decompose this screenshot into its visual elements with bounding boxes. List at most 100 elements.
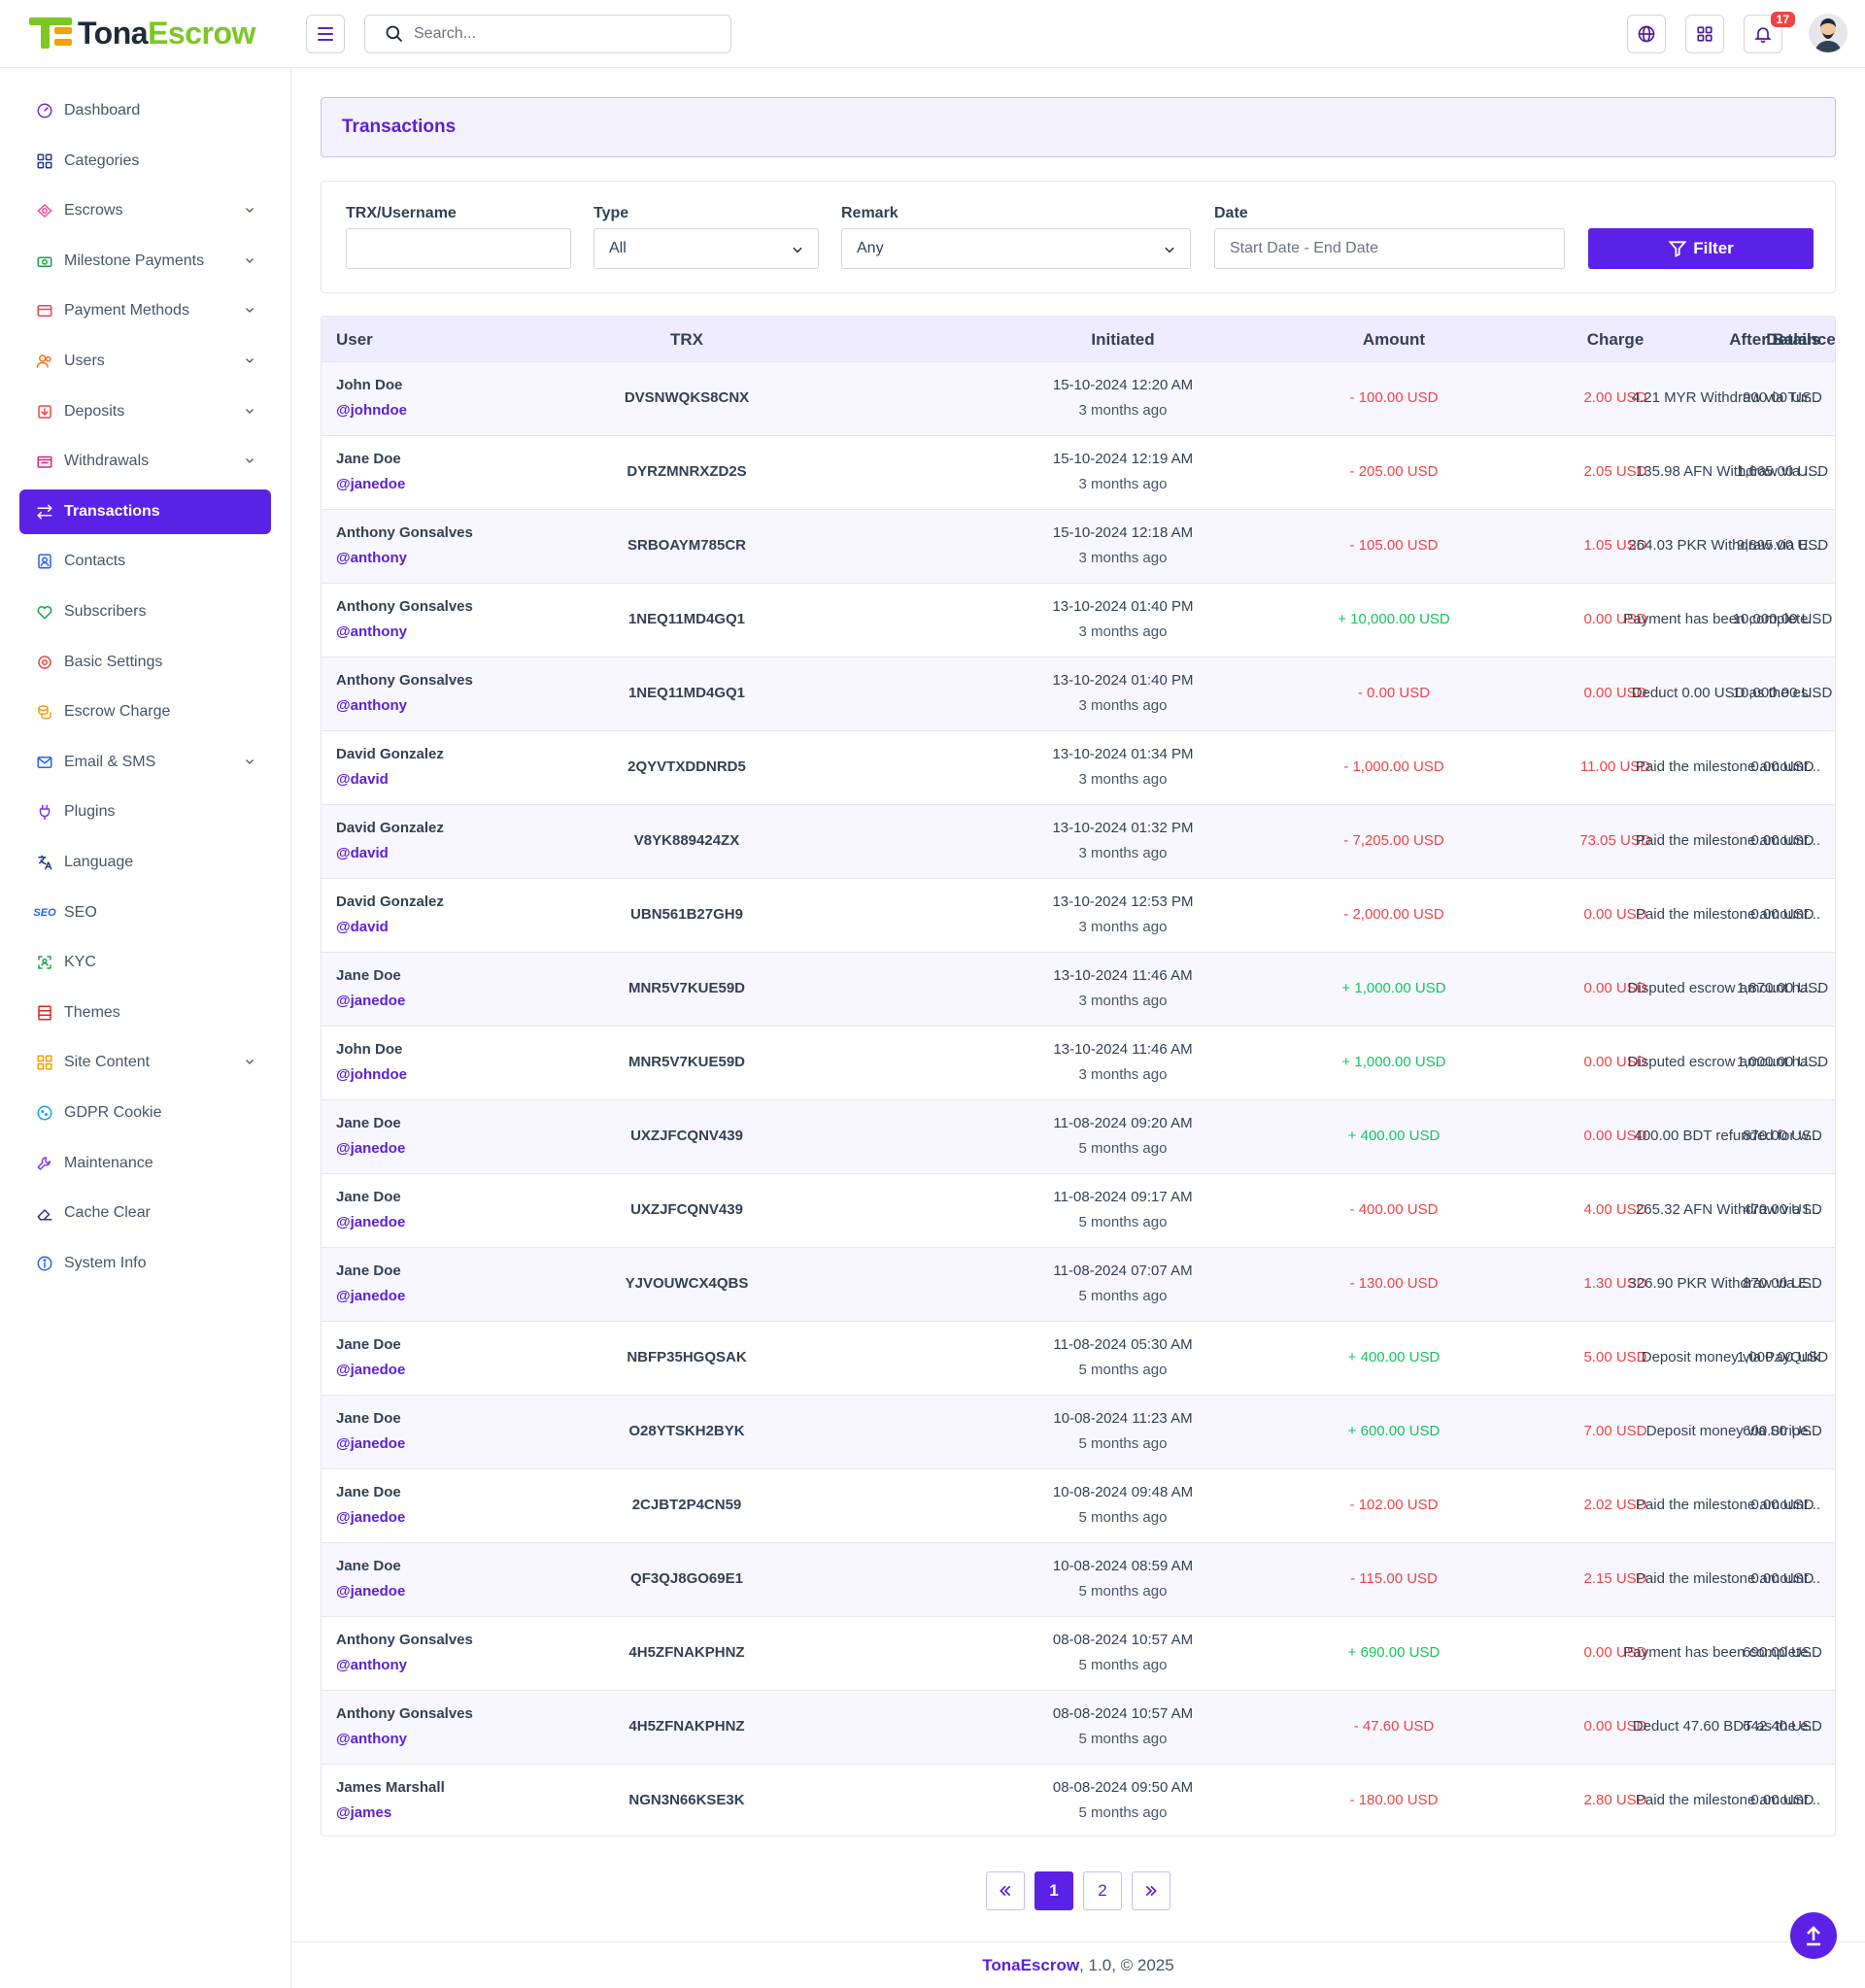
user-handle-link[interactable]: @janedoe — [336, 1509, 406, 1526]
user-handle-link[interactable]: @anthony — [336, 623, 407, 640]
th-trx: TRX — [670, 330, 703, 349]
user-handle-link[interactable]: @david — [336, 845, 389, 861]
brand-name: TonaEscrow — [78, 16, 255, 51]
user-handle-link[interactable]: @janedoe — [336, 1435, 406, 1452]
charge: 0.00 USD — [1583, 1128, 1647, 1144]
user-handle-link[interactable]: @janedoe — [336, 993, 406, 1009]
pagination-page-1[interactable]: 1 — [1034, 1871, 1073, 1910]
themes-icon — [35, 1003, 54, 1023]
user-handle-link[interactable]: @james — [336, 1804, 392, 1821]
sidebar-item-subscribers[interactable]: Subscribers — [19, 590, 271, 634]
sidebar-item-label: Categories — [64, 152, 140, 169]
sidebar-item-deposits[interactable]: Deposits — [19, 389, 271, 434]
notification-badge: 17 — [1770, 12, 1795, 27]
globe-icon — [1638, 25, 1655, 43]
footer-version-text: , 1.0, © 2025 — [1079, 1955, 1174, 1974]
user-handle-link[interactable]: @david — [336, 919, 389, 935]
sidebar-item-categories[interactable]: Categories — [19, 139, 271, 184]
sidebar-item-maintenance[interactable]: Maintenance — [19, 1141, 271, 1186]
pagination-prev-button[interactable] — [986, 1871, 1025, 1910]
charge: 2.80 USD — [1583, 1792, 1647, 1808]
sidebar-item-kyc[interactable]: KYC — [19, 940, 271, 985]
details: 4.21 MYR Withdraw via Tur... — [1631, 389, 1820, 406]
user-handle-link[interactable]: @anthony — [336, 1731, 407, 1747]
trx-filter-input[interactable] — [346, 228, 571, 269]
sidebar-item-milestone-payments[interactable]: Milestone Payments — [19, 239, 271, 284]
apps-button[interactable] — [1685, 15, 1724, 53]
sidebar-item-themes[interactable]: Themes — [19, 991, 271, 1035]
initiated-date: 13-10-2024 01:34 PM — [1052, 746, 1194, 762]
user-name: Jane Doe — [336, 1484, 401, 1500]
scroll-to-top-button[interactable] — [1790, 1912, 1837, 1959]
after-balance: 0.00 USD — [1750, 832, 1814, 849]
chevron-down-icon — [246, 208, 254, 214]
user-name: Anthony Gonsalves — [336, 672, 473, 689]
sidebar-item-contacts[interactable]: Contacts — [19, 539, 271, 584]
user-handle-link[interactable]: @anthony — [336, 1657, 407, 1673]
user-avatar[interactable] — [1809, 14, 1848, 52]
user-name: Jane Doe — [336, 967, 401, 984]
language-button[interactable] — [1627, 15, 1666, 53]
sidebar-item-withdrawals[interactable]: Withdrawals — [19, 439, 271, 484]
sidebar-item-escrows[interactable]: Escrows — [19, 188, 271, 233]
sidebar-item-email-sms[interactable]: Email & SMS — [19, 740, 271, 785]
sidebar-item-label: Contacts — [64, 553, 126, 570]
info-icon — [35, 1254, 54, 1273]
user-handle-link[interactable]: @janedoe — [336, 1288, 406, 1304]
sidebar-item-transactions[interactable]: Transactions — [19, 489, 271, 534]
details: Disputed escrow amount ha... — [1627, 980, 1820, 996]
sidebar-item-plugins[interactable]: Plugins — [19, 790, 271, 834]
trx-id: NGN3N66KSE3K — [628, 1792, 745, 1808]
user-handle-link[interactable]: @johndoe — [336, 1066, 407, 1083]
sidebar-item-escrow-charge[interactable]: Escrow Charge — [19, 690, 271, 734]
details: Payment has been complete... — [1623, 1644, 1820, 1661]
trx-id: O28YTSKH2BYK — [628, 1423, 745, 1439]
sidebar-item-language[interactable]: Language — [19, 840, 271, 885]
sidebar-item-label: Maintenance — [64, 1154, 153, 1171]
filter-button[interactable]: Filter — [1588, 228, 1814, 269]
sidebar-item-cache-clear[interactable]: Cache Clear — [19, 1191, 271, 1235]
user-handle-link[interactable]: @johndoe — [336, 402, 407, 419]
pagination-page-2[interactable]: 2 — [1083, 1871, 1122, 1910]
charge: 11.00 USD — [1579, 758, 1651, 775]
user-name: Jane Doe — [336, 1336, 401, 1353]
sidebar-item-system-info[interactable]: System Info — [19, 1241, 271, 1286]
initiated-ago: 3 months ago — [1078, 550, 1168, 566]
user-handle-link[interactable]: @janedoe — [336, 1214, 406, 1230]
user-handle-link[interactable]: @anthony — [336, 550, 407, 566]
double-chevron-left-icon — [1000, 1885, 1011, 1897]
footer-brand-link[interactable]: TonaEscrow — [982, 1955, 1080, 1974]
amount: + 10,000.00 USD — [1338, 611, 1450, 627]
sidebar-item-site-content[interactable]: Site Content — [19, 1040, 271, 1085]
type-select[interactable]: All — [593, 228, 819, 269]
notifications-button[interactable]: 17 — [1744, 12, 1795, 53]
remark-select[interactable]: Any — [841, 228, 1191, 269]
user-handle-link[interactable]: @janedoe — [336, 1140, 406, 1157]
sidebar-item-seo[interactable]: SEO SEO — [19, 891, 271, 935]
sidebar-item-payment-methods[interactable]: Payment Methods — [19, 288, 271, 333]
user-name: Anthony Gonsalves — [336, 1632, 473, 1648]
table-row: Anthony Gonsalves @anthony 4H5ZFNAKPHNZ 08-… — [322, 1616, 1835, 1690]
amount: - 130.00 USD — [1349, 1275, 1439, 1292]
user-handle-link[interactable]: @janedoe — [336, 1583, 406, 1600]
details: Paid the milestone amount... — [1635, 1570, 1820, 1587]
pagination-next-button[interactable] — [1132, 1871, 1170, 1910]
initiated-date: 13-10-2024 12:53 PM — [1052, 893, 1194, 910]
user-handle-link[interactable]: @janedoe — [336, 1362, 406, 1378]
user-handle-link[interactable]: @anthony — [336, 697, 407, 714]
sidebar-item-gdpr-cookie[interactable]: GDPR Cookie — [19, 1091, 271, 1135]
date-range-input[interactable]: Start Date - End Date — [1214, 228, 1565, 269]
user-handle-link[interactable]: @janedoe — [336, 476, 406, 492]
user-handle-link[interactable]: @david — [336, 771, 389, 788]
user-name: David Gonzalez — [336, 746, 444, 762]
table-row: John Doe @johndoe MNR5V7KUE59D 13-10-2024 1… — [322, 1026, 1835, 1099]
menu-toggle-button[interactable] — [306, 15, 345, 53]
brand-logo[interactable]: TonaEscrow — [29, 14, 255, 52]
trx-id: 2CJBT2P4CN59 — [631, 1497, 742, 1513]
sidebar-item-basic-settings[interactable]: Basic Settings — [19, 640, 271, 685]
search-input[interactable] — [414, 25, 705, 43]
coins-icon — [35, 702, 54, 722]
sidebar-item-users[interactable]: Users — [19, 339, 271, 384]
sidebar-item-dashboard[interactable]: Dashboard — [19, 88, 271, 133]
deposit-icon — [35, 402, 54, 421]
